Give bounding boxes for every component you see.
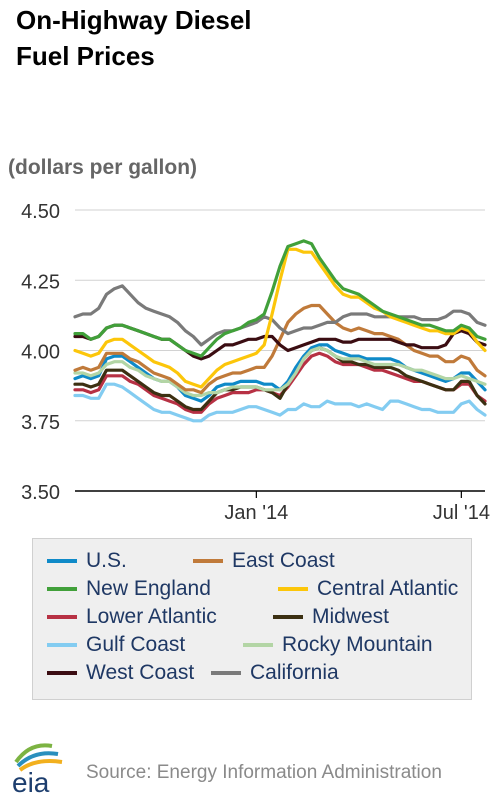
legend-label: Rocky Mountain	[282, 633, 433, 656]
legend-item: West Coast	[47, 661, 194, 685]
series-line-midwest	[73, 346, 487, 412]
legend-label: California	[250, 661, 339, 684]
series-line-central-atlantic	[73, 247, 487, 389]
legend-label: U.S.	[86, 549, 127, 572]
y-tick-label: 3.50	[21, 482, 60, 504]
legend-item: Rocky Mountain	[243, 633, 433, 657]
legend-label: Lower Atlantic	[86, 605, 217, 628]
y-axis-unit-label: (dollars per gallon)	[8, 156, 198, 179]
title-line-1: On-Highway Diesel	[16, 5, 252, 35]
footer: eia Source: Energy Information Administr…	[0, 740, 500, 800]
series-line-east-coast	[73, 303, 487, 395]
legend-item: New England	[47, 577, 211, 601]
legend-label: Central Atlantic	[317, 577, 459, 600]
title-line-2: Fuel Prices	[16, 41, 155, 71]
legend-item: Lower Atlantic	[47, 605, 217, 629]
legend-swatch	[47, 559, 77, 563]
legend-label: East Coast	[232, 549, 335, 572]
legend-item: California	[211, 661, 339, 685]
legend-swatch	[211, 671, 241, 675]
eia-logo: eia	[8, 740, 74, 798]
legend-item: U.S.	[47, 549, 127, 573]
legend-label: New England	[86, 577, 211, 600]
series-line-rocky-mountain	[73, 346, 487, 398]
y-tick-label: 4.25	[21, 271, 60, 293]
line-chart: 3.50 3.75 4.00 4.25 4.50 Jan '14 Jul '14	[21, 201, 490, 524]
legend-swatch	[47, 671, 77, 675]
eia-logo-icon: eia	[12, 743, 63, 798]
x-tick-label: Jul '14	[433, 502, 490, 524]
legend-swatch	[47, 643, 77, 647]
legend-item: Central Atlantic	[278, 577, 458, 601]
series-line-new-england	[73, 239, 487, 358]
eia-logo-text: eia	[12, 767, 50, 796]
y-tick-label: 4.50	[21, 201, 60, 223]
legend-swatch	[278, 587, 308, 591]
y-tick-label: 3.75	[21, 412, 60, 434]
source-note: Source: Energy Information Administratio…	[86, 762, 442, 783]
legend-swatch	[47, 615, 77, 619]
legend-item: Midwest	[273, 605, 389, 629]
legend-item: East Coast	[193, 549, 335, 573]
chart-legend: U.S. East Coast New England Central Atlanti…	[32, 538, 472, 700]
legend-swatch	[273, 615, 303, 619]
series-line-california	[73, 284, 487, 347]
y-tick-label: 4.00	[21, 342, 60, 364]
chart-title: On-Highway Diesel Fuel Prices	[16, 2, 252, 74]
legend-label: Midwest	[312, 605, 390, 628]
legend-item: Gulf Coast	[47, 633, 185, 657]
series-line-gulf-coast	[73, 382, 487, 423]
legend-swatch	[193, 559, 223, 563]
legend-swatch	[243, 643, 273, 647]
legend-swatch	[47, 587, 77, 591]
legend-label: Gulf Coast	[86, 633, 186, 656]
x-tick-label: Jan '14	[224, 502, 288, 524]
legend-label: West Coast	[86, 661, 195, 684]
